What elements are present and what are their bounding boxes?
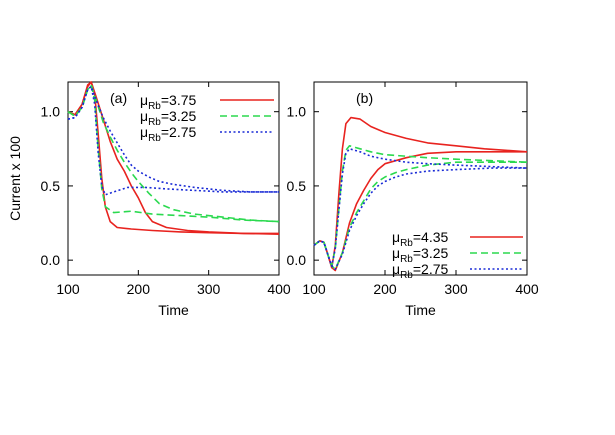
- panel-b-xtick-label-3: 400: [515, 281, 539, 297]
- panel-a-xtick-label-3: 400: [267, 281, 291, 297]
- panel-a-ytick-label-2: 1.0: [41, 104, 61, 120]
- panel-b-frame: [313, 81, 528, 276]
- panel-b-ytick-label-1: 0.5: [287, 178, 307, 194]
- panel-a-legend-label-2: μRb=2.75: [140, 124, 197, 144]
- panel-a-xtick-label-0: 100: [56, 281, 80, 297]
- panel-b-legend-label-2: μRb=2.75: [392, 261, 449, 281]
- panel-a-ylabel: Current x 100: [7, 136, 23, 221]
- panel-a-series-0-curve-1: [67, 81, 279, 235]
- panel-a-series-2-curve-1: [67, 85, 279, 193]
- panel-a-ytick-label-0: 0.0: [41, 252, 61, 268]
- panel-a-legend-label-0: μRb=3.75: [140, 92, 197, 112]
- panel-b-legend-label-0: μRb=4.35: [392, 229, 449, 249]
- panel-b-ytick-label-2: 1.0: [287, 104, 307, 120]
- panel-b-xtick-label-2: 300: [444, 281, 468, 297]
- panel-a-xlabel: Time: [158, 302, 189, 318]
- panel-b-series-1-curve-1: [313, 161, 527, 270]
- panel-b-legend-label-1: μRb=3.25: [392, 245, 449, 265]
- panel-a-ytick-label-1: 0.5: [41, 178, 61, 194]
- panel-a-xtick-label-2: 300: [197, 281, 221, 297]
- panel-a-legend-label-1: μRb=3.25: [140, 108, 197, 128]
- panel-a-series-1-curve-1: [67, 84, 280, 223]
- panel-b-ytick-label-0: 0.0: [287, 252, 307, 268]
- panel-a-xtick-label-1: 200: [127, 281, 151, 297]
- panel-b-xlabel: Time: [405, 302, 436, 318]
- panel-b-xtick-label-0: 100: [302, 281, 326, 297]
- panel-a-tag: (a): [110, 90, 127, 106]
- panel-b-tag: (b): [356, 90, 373, 106]
- panel-b-xtick-label-1: 200: [373, 281, 397, 297]
- panel-a-frame: [67, 81, 280, 276]
- panel-b-series-2-curve-1: [313, 167, 527, 270]
